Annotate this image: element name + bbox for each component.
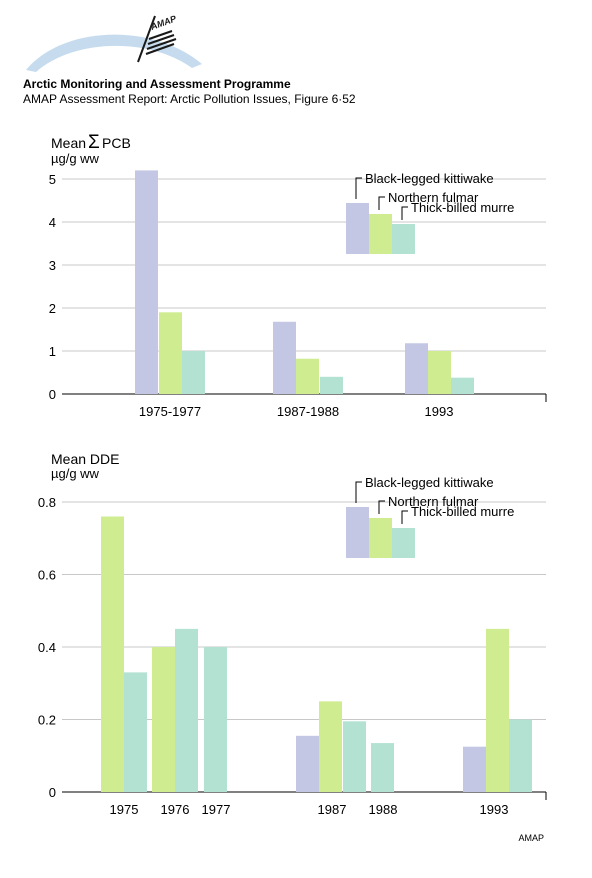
legend-label: Thick-billed murre bbox=[411, 504, 514, 519]
y-tick-label: 0 bbox=[49, 785, 56, 800]
bar bbox=[296, 358, 319, 394]
legend-leader bbox=[401, 206, 408, 220]
legend-leader bbox=[355, 177, 362, 199]
bar bbox=[182, 351, 205, 394]
x-tick-label: 1975-1977 bbox=[139, 404, 201, 419]
y-tick-label: 0 bbox=[49, 387, 56, 402]
bar bbox=[204, 647, 227, 792]
legend-label: Thick-billed murre bbox=[411, 200, 514, 215]
logo-arc bbox=[26, 34, 202, 72]
bar bbox=[273, 321, 296, 394]
bar bbox=[124, 672, 147, 792]
bar bbox=[135, 170, 158, 394]
legend-label: Black-legged kittiwake bbox=[365, 171, 494, 186]
legend-swatch bbox=[346, 507, 369, 558]
y-axis-unit: µg/g ww bbox=[51, 151, 100, 166]
organization-name: Arctic Monitoring and Assessment Program… bbox=[23, 77, 291, 91]
bar bbox=[101, 516, 124, 792]
legend-leader bbox=[378, 196, 385, 210]
y-axis-label-sigma: Σ bbox=[88, 132, 100, 153]
bar bbox=[319, 701, 342, 792]
x-tick-label: 1987 bbox=[318, 802, 347, 817]
y-axis-unit: µg/g ww bbox=[51, 466, 100, 481]
y-tick-label: 0.6 bbox=[38, 568, 56, 583]
y-tick-label: 4 bbox=[49, 215, 56, 230]
report-reference: AMAP Assessment Report: Arctic Pollution… bbox=[23, 92, 356, 106]
legend-label: Northern fulmar bbox=[388, 190, 479, 205]
legend-swatch bbox=[369, 518, 392, 558]
logo-fine-print bbox=[145, 30, 177, 55]
x-tick-label: 1976 bbox=[161, 802, 190, 817]
bar bbox=[486, 628, 509, 792]
bar bbox=[428, 351, 451, 394]
bar bbox=[320, 376, 343, 394]
bar bbox=[463, 746, 486, 792]
x-tick-label: 1977 bbox=[202, 802, 231, 817]
dde-chart: Mean DDE µg/g ww 0 0.2 0.4 0.6 0.8 1975 1976 1… bbox=[38, 451, 547, 817]
y-axis-label: Mean DDE bbox=[51, 451, 119, 467]
amap-credit: AMAP bbox=[518, 833, 544, 843]
legend-leader bbox=[355, 481, 362, 503]
legend-swatch bbox=[392, 224, 415, 254]
y-tick-label: 5 bbox=[49, 172, 56, 187]
bar bbox=[159, 312, 182, 394]
x-tick-label: 1987-1988 bbox=[277, 404, 339, 419]
bar bbox=[509, 719, 532, 792]
legend-label: Black-legged kittiwake bbox=[365, 475, 494, 490]
y-axis-label-suffix: PCB bbox=[102, 135, 131, 151]
legend-swatch bbox=[346, 203, 369, 254]
y-tick-label: 3 bbox=[49, 258, 56, 273]
y-tick-label: 0.4 bbox=[38, 640, 56, 655]
y-tick-label: 0.2 bbox=[38, 713, 56, 728]
legend-swatch bbox=[392, 528, 415, 558]
bar bbox=[371, 743, 394, 792]
y-tick-label: 0.8 bbox=[38, 495, 56, 510]
logo-slash bbox=[137, 15, 156, 63]
bar bbox=[405, 343, 428, 394]
x-tick-label: 1993 bbox=[425, 404, 454, 419]
bar bbox=[343, 721, 366, 792]
bar bbox=[152, 647, 175, 792]
pcb-chart: Mean Σ PCB µg/g ww 0 1 2 3 4 5 1975-1977 1987-… bbox=[49, 132, 547, 419]
logo-text: AMAP bbox=[148, 13, 178, 32]
legend-leader bbox=[378, 500, 385, 514]
x-tick-label: 1975 bbox=[110, 802, 139, 817]
x-tick-label: 1993 bbox=[480, 802, 509, 817]
legend-leader bbox=[401, 510, 408, 524]
bar bbox=[175, 628, 198, 792]
legend-label: Northern fulmar bbox=[388, 494, 479, 509]
legend-swatch bbox=[369, 214, 392, 254]
y-axis-label-prefix: Mean bbox=[51, 135, 86, 151]
bar bbox=[296, 735, 319, 792]
x-tick-label: 1988 bbox=[369, 802, 398, 817]
bar bbox=[451, 377, 474, 394]
y-tick-label: 1 bbox=[49, 344, 56, 359]
amap-logo: AMAP bbox=[26, 13, 202, 72]
y-tick-label: 2 bbox=[49, 301, 56, 316]
